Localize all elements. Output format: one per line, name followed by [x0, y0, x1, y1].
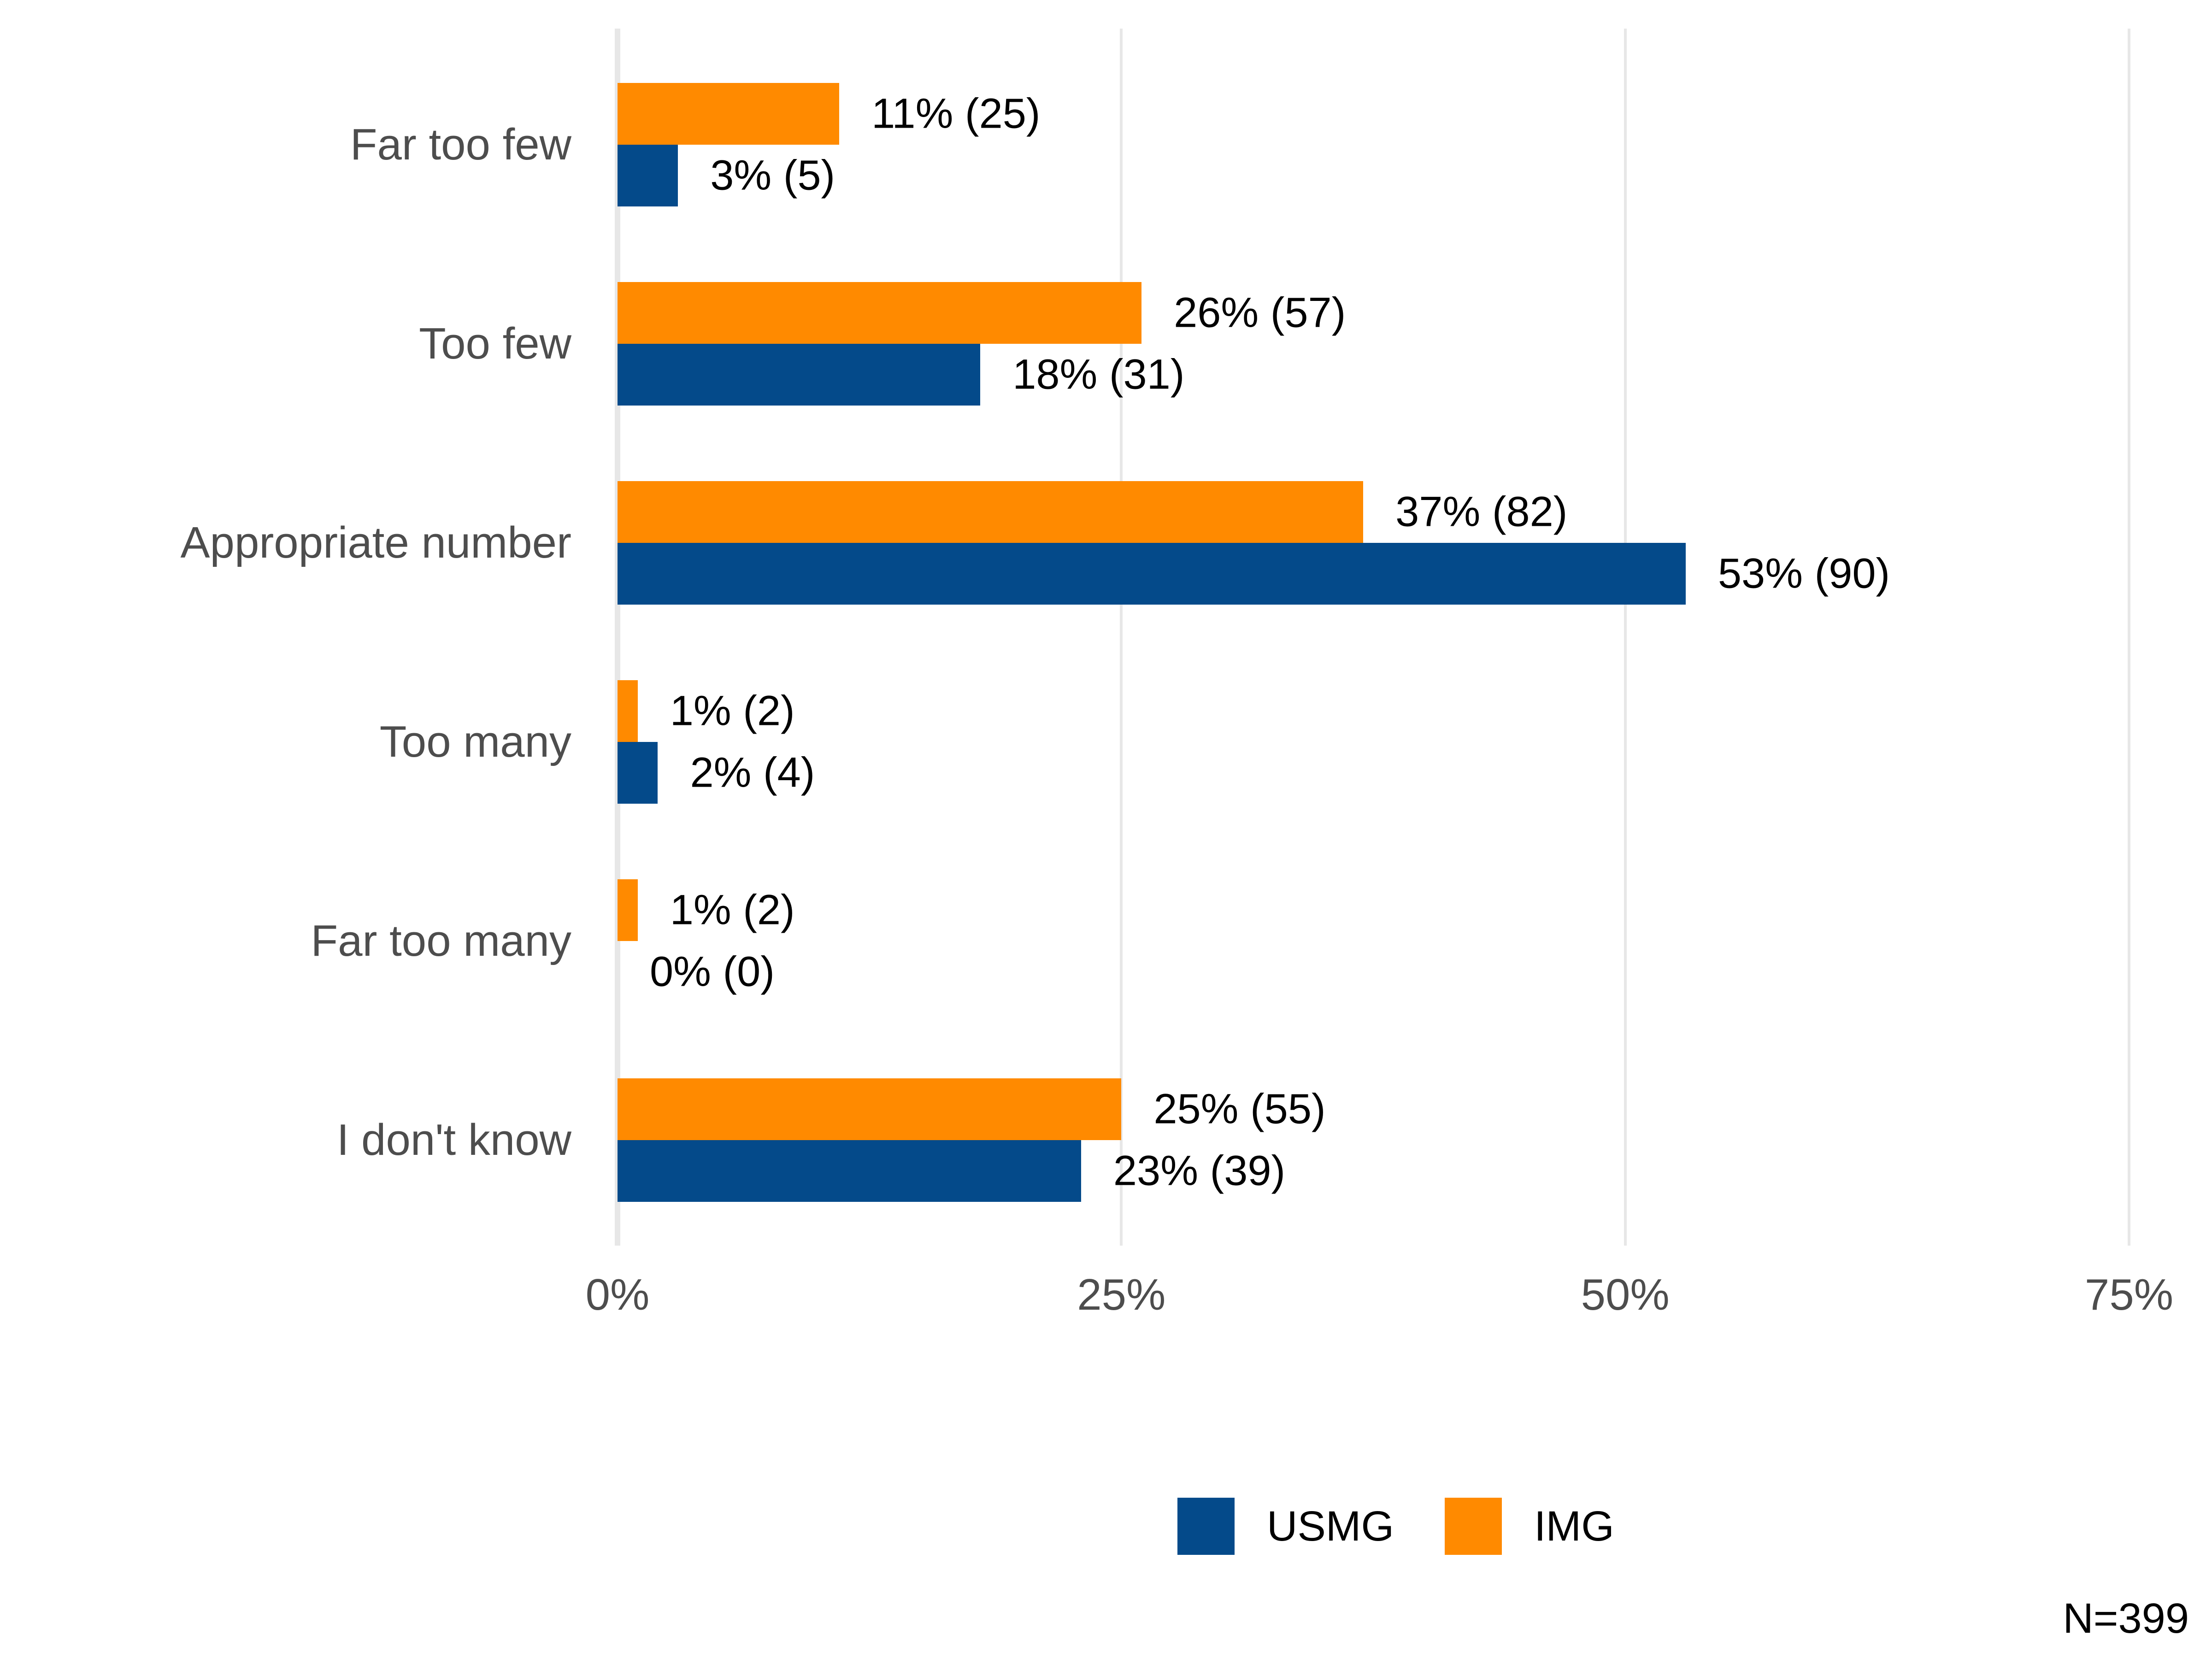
bar-line: 23% (39) [618, 1140, 2166, 1202]
legend-label-usmg: USMG [1267, 1502, 1394, 1550]
bar-line: 1% (2) [618, 879, 2166, 941]
axis-tick-label: 0% [585, 1270, 650, 1319]
axis-tick-label: 25% [1077, 1270, 1166, 1319]
bar-value-label: 26% (57) [1174, 289, 1346, 336]
plot-area: Far too few 11% (25) 3% (5) Too few 26% (57)… [181, 29, 2166, 1246]
category-label: Far too few [350, 120, 571, 169]
bar-line: 53% (90) [618, 543, 2166, 605]
category-label: Far too many [311, 916, 571, 965]
bar-value-label: 1% (2) [670, 886, 795, 934]
img-bar [618, 879, 638, 941]
bar-value-label: 0% (0) [650, 948, 775, 995]
sample-size-note: N=399 [2063, 1595, 2189, 1642]
bar-line: 1% (2) [618, 680, 2166, 742]
gridline [2128, 29, 2130, 1246]
bar-line: 0% (0) [618, 941, 2166, 1003]
category-label: Too few [419, 319, 571, 368]
usmg-bar [618, 1140, 1081, 1202]
bar-value-label: 1% (2) [670, 687, 795, 735]
bar-value-label: 23% (39) [1113, 1147, 1286, 1194]
bar-value-label: 2% (4) [690, 749, 815, 796]
legend-item-usmg: USMG [1177, 1498, 1394, 1555]
img-bar [618, 481, 1364, 543]
bar-line: 26% (57) [618, 282, 2166, 344]
bar-row: Far too few 11% (25) 3% (5) [350, 83, 2166, 206]
bar-row: Too many 1% (2) 2% (4) [380, 680, 2166, 804]
gridline [1624, 29, 1627, 1246]
legend: USMG IMG [1177, 1498, 1614, 1555]
usmg-bar [618, 742, 658, 804]
bar-line: 37% (82) [618, 481, 2166, 543]
axis-tick-label: 50% [1581, 1270, 1670, 1319]
bar-row: Too few 26% (57) 18% (31) [419, 282, 2166, 406]
bar-line: 2% (4) [618, 742, 2166, 804]
category-label: I don't know [336, 1115, 571, 1165]
img-bar [618, 1078, 1122, 1140]
bar-value-label: 11% (25) [871, 90, 1041, 137]
gridline [1120, 29, 1123, 1246]
img-swatch [1445, 1498, 1502, 1555]
bar-line: 25% (55) [618, 1078, 2166, 1140]
bar-line: 3% (5) [618, 145, 2166, 206]
legend-label-img: IMG [1534, 1502, 1614, 1550]
legend-item-img: IMG [1445, 1498, 1614, 1555]
bar-value-label: 53% (90) [1718, 550, 1890, 597]
usmg-bar [618, 344, 981, 406]
bar-value-label: 18% (31) [1012, 351, 1185, 398]
bar-value-label: 3% (5) [710, 152, 835, 199]
bar-row: I don't know 25% (55) 23% (39) [337, 1078, 2166, 1202]
bar-row: Appropriate number 37% (82) 53% (90) [181, 481, 2166, 605]
img-bar [618, 282, 1142, 344]
bar-value-label: 37% (82) [1395, 488, 1568, 535]
usmg-bar [618, 543, 1686, 605]
img-bar [618, 680, 638, 742]
bar-rows-container: Far too few 11% (25) 3% (5) Too few 26% (57)… [181, 29, 2166, 1246]
usmg-swatch [1177, 1498, 1235, 1555]
category-label: Appropriate number [180, 518, 571, 567]
category-label: Too many [379, 717, 571, 766]
bar-line: 18% (31) [618, 344, 2166, 406]
usmg-bar [618, 145, 678, 206]
bar-line: 11% (25) [618, 83, 2166, 145]
img-bar [618, 83, 840, 145]
bar-row: Far too many 1% (2) 0% (0) [311, 879, 2166, 1003]
bar-value-label: 25% (55) [1153, 1085, 1326, 1133]
axis-tick-label: 75% [2084, 1270, 2174, 1319]
